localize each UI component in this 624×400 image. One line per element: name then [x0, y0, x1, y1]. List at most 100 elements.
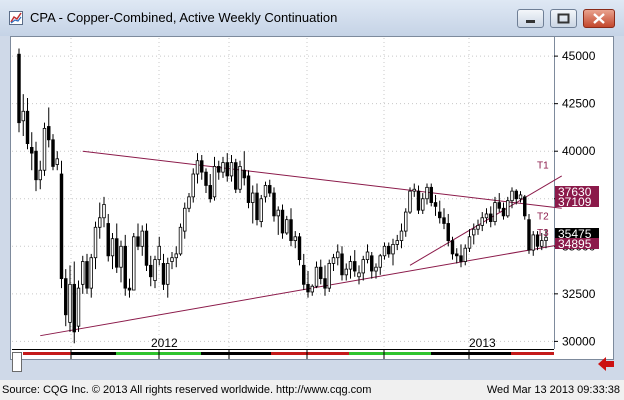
candle-body [476, 224, 480, 230]
candle-body [404, 211, 408, 232]
candle-body [344, 268, 348, 276]
candle-body [395, 240, 399, 245]
candle-body [55, 158, 59, 165]
candle-body [450, 240, 455, 255]
candle-body [535, 234, 540, 247]
candle-body [183, 207, 187, 232]
candle-body [357, 272, 361, 278]
time-axis-band [271, 352, 349, 355]
candle-body [340, 253, 344, 276]
minimize-icon [526, 20, 535, 23]
chart-app-icon [9, 11, 23, 25]
candle-body [212, 166, 217, 198]
candle-body [459, 255, 463, 262]
candle-body [234, 162, 238, 190]
time-axis-band [511, 352, 554, 355]
timestamp: Wed Mar 13 2013 09:33:38 [486, 384, 620, 396]
candle-body [132, 236, 136, 291]
candle-body [480, 217, 484, 226]
time-axis-band [431, 352, 511, 355]
trendline-label: T1 [537, 160, 549, 171]
price-label-box [555, 238, 599, 249]
candle-body [238, 166, 242, 190]
candle-body [438, 211, 442, 219]
candle-body [85, 261, 89, 289]
plot-background [11, 37, 555, 350]
candle-body [140, 230, 144, 247]
candle-body [149, 264, 153, 278]
candle-body [540, 240, 544, 247]
maximize-button[interactable] [550, 9, 577, 28]
candle-body [170, 257, 174, 262]
trendline-3 [409, 175, 563, 266]
y-tick-label: 30000 [562, 334, 596, 348]
chart-corner-box [12, 352, 22, 372]
title-bar[interactable]: CPA - Copper-Combined, Active Weekly Con… [0, 0, 624, 36]
candle-body [25, 110, 30, 145]
y-tick-label: 45000 [562, 49, 596, 63]
trendline-2 [40, 243, 562, 337]
candle-body [68, 283, 72, 323]
time-axis-band [23, 352, 71, 355]
scroll-left-arrow-icon[interactable] [596, 355, 616, 373]
candlestick-chart[interactable]: 45000425004000037500350003250030000T1T2T… [11, 37, 613, 373]
candle-body [144, 230, 149, 266]
candle-body [446, 223, 450, 241]
candle-body [531, 234, 535, 251]
candle-body [506, 200, 510, 217]
candle-body [293, 236, 297, 241]
price-label-box [555, 228, 599, 239]
close-button[interactable] [583, 9, 615, 28]
minimize-button[interactable] [517, 9, 544, 28]
candle-body [38, 169, 42, 181]
candle-body [229, 162, 234, 177]
candle-body [455, 253, 459, 257]
candle-body [59, 173, 64, 280]
chart-area[interactable]: 45000425004000037500350003250030000T1T2T… [10, 36, 614, 373]
price-label: 35475 [558, 227, 592, 241]
candle-body [242, 169, 246, 179]
candle-body [106, 223, 110, 257]
price-label: 37109 [558, 195, 592, 209]
candle-body [467, 236, 472, 249]
candle-body [306, 283, 310, 293]
candle-body [374, 266, 378, 272]
candle-body [489, 213, 493, 222]
candle-body [353, 261, 357, 272]
candle-body [208, 185, 212, 200]
candle-body [421, 198, 425, 211]
candle-body [289, 219, 293, 241]
candle-body [497, 202, 501, 209]
candle-body [81, 261, 85, 285]
candle-body [391, 243, 395, 255]
trendline-label: T2 [537, 212, 549, 223]
candle-body [255, 192, 259, 221]
candle-body [268, 185, 272, 194]
candle-body [76, 287, 81, 327]
close-icon [593, 13, 605, 24]
candle-body [34, 150, 38, 181]
candle-body [276, 209, 280, 217]
candle-body [174, 253, 178, 259]
candle-body [161, 263, 166, 285]
candle-body [119, 245, 123, 268]
candle-body [115, 238, 119, 268]
candle-body [463, 247, 467, 262]
candle-body [348, 261, 353, 270]
candle-body [408, 190, 412, 213]
candle-body [187, 196, 191, 209]
candle-body [327, 263, 331, 289]
candle-body [166, 263, 170, 285]
source-credit: Source: CQG Inc. © 2013 All rights reser… [2, 384, 372, 396]
candle-body [263, 185, 268, 198]
candle-body [246, 175, 251, 203]
candle-body [136, 236, 140, 247]
candle-body [21, 110, 25, 122]
trendline-label: T3 [537, 228, 549, 239]
candle-body [416, 190, 421, 211]
candle-body [323, 278, 327, 289]
candle-body [102, 204, 106, 219]
candle-body [382, 245, 387, 257]
candle-body [17, 53, 21, 124]
candle-body [195, 160, 200, 175]
